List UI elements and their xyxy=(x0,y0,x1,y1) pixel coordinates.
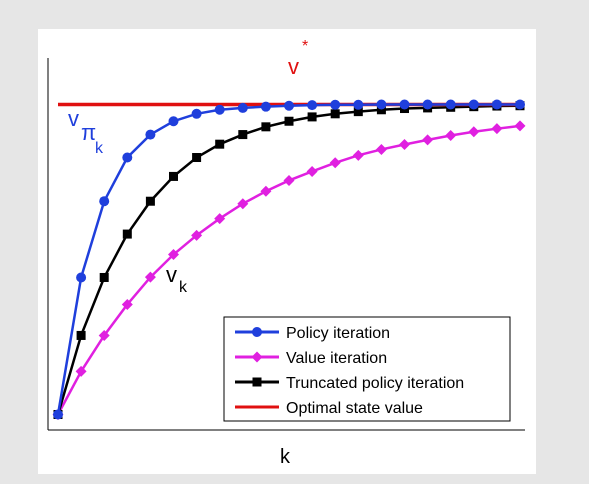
legend: Policy iteration Value iteration Truncated… xyxy=(223,316,511,422)
data-point-value-iteration xyxy=(514,120,526,132)
data-point-truncated-policy-iteration xyxy=(376,105,386,115)
legend-label: Policy iteration xyxy=(286,325,390,342)
data-point-value-iteration xyxy=(329,157,341,169)
chart-svg: v * v π k v k Policy iteration Value iter… xyxy=(47,38,526,468)
data-point-policy-iteration xyxy=(445,99,456,110)
data-point-value-iteration xyxy=(283,174,295,186)
data-point-value-iteration xyxy=(144,271,156,283)
data-point-policy-iteration xyxy=(307,100,318,111)
legend-swatch-marker xyxy=(252,327,262,337)
data-point-policy-iteration xyxy=(99,196,110,207)
data-point-policy-iteration xyxy=(491,99,502,110)
legend-item-value-iteration: Value iteration xyxy=(235,350,387,367)
legend-item-optimal-state-value: Optimal state value xyxy=(235,400,423,417)
data-point-policy-iteration xyxy=(468,99,479,110)
data-point-policy-iteration xyxy=(260,101,271,112)
data-point-truncated-policy-iteration xyxy=(99,272,109,282)
data-point-value-iteration xyxy=(352,149,364,161)
data-point-value-iteration xyxy=(98,329,110,341)
data-point-truncated-policy-iteration xyxy=(215,139,225,149)
data-point-value-iteration xyxy=(260,185,272,197)
v-pi-k-annotation: v xyxy=(68,106,79,131)
legend-swatch-marker xyxy=(251,351,263,363)
v-pi-k-subscript: π xyxy=(81,120,96,145)
data-point-truncated-policy-iteration xyxy=(330,109,340,119)
data-point-value-iteration xyxy=(422,134,434,146)
data-point-value-iteration xyxy=(445,130,457,141)
annotations: v * v π k v k xyxy=(68,38,308,296)
data-point-policy-iteration xyxy=(145,129,156,140)
data-point-value-iteration xyxy=(491,123,503,135)
series-policy-iteration xyxy=(53,99,525,420)
data-point-value-iteration xyxy=(237,198,249,210)
data-point-policy-iteration xyxy=(237,102,248,113)
chart-figure: v * v π k v k Policy iteration Value iter… xyxy=(38,29,536,474)
v-star-annotation: v xyxy=(288,54,299,79)
data-point-truncated-policy-iteration xyxy=(307,112,317,122)
data-point-policy-iteration xyxy=(353,99,364,110)
data-point-value-iteration xyxy=(468,126,480,138)
data-point-value-iteration xyxy=(75,365,87,377)
data-point-policy-iteration xyxy=(422,99,433,110)
legend-box xyxy=(223,316,511,422)
data-point-policy-iteration xyxy=(191,108,202,119)
v-star-superscript: * xyxy=(302,38,308,55)
data-point-truncated-policy-iteration xyxy=(145,196,155,206)
data-point-truncated-policy-iteration xyxy=(76,330,86,340)
legend-label: Truncated policy iteration xyxy=(286,375,464,392)
data-point-truncated-policy-iteration xyxy=(169,171,178,181)
v-k-subscript: k xyxy=(179,279,188,296)
legend-label: Optimal state value xyxy=(286,400,423,417)
v-pi-k-subsubscript: k xyxy=(95,140,104,157)
data-point-value-iteration xyxy=(168,249,179,261)
data-point-policy-iteration xyxy=(515,99,525,110)
series-value-iteration xyxy=(52,120,526,420)
data-point-policy-iteration xyxy=(399,99,410,110)
data-point-policy-iteration xyxy=(284,100,294,111)
data-point-policy-iteration xyxy=(168,116,179,127)
data-point-truncated-policy-iteration xyxy=(284,116,294,126)
legend-item-policy-iteration: Policy iteration xyxy=(235,325,390,342)
x-axis-label: k xyxy=(280,446,291,468)
data-point-truncated-policy-iteration xyxy=(353,107,363,117)
data-point-value-iteration xyxy=(121,298,133,310)
data-point-policy-iteration xyxy=(53,409,63,420)
data-point-policy-iteration xyxy=(76,272,87,283)
data-point-policy-iteration xyxy=(330,99,341,110)
data-point-value-iteration xyxy=(191,229,203,241)
legend-item-truncated-policy-iteration: Truncated policy iteration xyxy=(235,375,464,392)
data-point-value-iteration xyxy=(306,165,318,177)
data-point-value-iteration xyxy=(399,138,410,150)
data-point-policy-iteration xyxy=(376,99,387,110)
data-point-truncated-policy-iteration xyxy=(261,122,271,132)
data-point-truncated-policy-iteration xyxy=(122,229,132,239)
data-point-truncated-policy-iteration xyxy=(238,130,248,140)
chart-axes xyxy=(47,58,525,431)
data-point-value-iteration xyxy=(214,213,226,225)
data-point-value-iteration xyxy=(375,143,387,155)
data-point-truncated-policy-iteration xyxy=(192,153,202,163)
legend-swatch-marker xyxy=(252,377,262,387)
series-layer xyxy=(52,99,526,420)
v-k-annotation: v xyxy=(166,262,177,287)
data-point-policy-iteration xyxy=(122,152,133,163)
legend-label: Value iteration xyxy=(286,350,387,367)
series-truncated-policy-iteration xyxy=(53,101,525,419)
data-point-policy-iteration xyxy=(214,104,225,115)
